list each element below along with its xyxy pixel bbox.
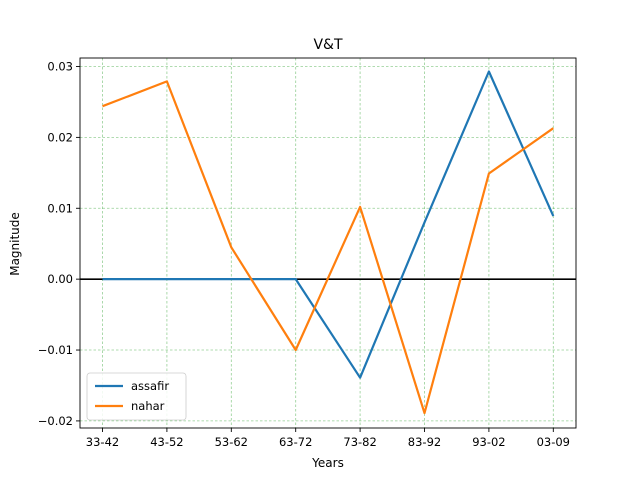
series-lines — [102, 70, 555, 415]
y-tick-label: 0.03 — [47, 60, 73, 74]
series-line-assafir — [102, 70, 555, 379]
x-axis-label: Years — [311, 456, 344, 470]
legend: assafir nahar — [86, 372, 187, 421]
x-tick-label: 63-72 — [279, 435, 312, 449]
y-tick-label: −0.01 — [38, 343, 73, 357]
y-axis-label: Magnitude — [8, 212, 22, 276]
x-tick-label: 93-02 — [472, 435, 505, 449]
x-tick-label: 43-52 — [150, 435, 183, 449]
legend-label-nahar: nahar — [131, 399, 165, 413]
legend-label-assafir: assafir — [131, 379, 169, 393]
legend-box — [86, 372, 187, 421]
x-tick-label: 83-92 — [408, 435, 441, 449]
x-tick-label: 53-62 — [215, 435, 248, 449]
y-tick-label: 0.01 — [47, 201, 73, 215]
y-tick-label: −0.02 — [38, 414, 73, 428]
y-tick-label: 0.02 — [47, 130, 73, 144]
x-axis-ticks: 33-42 43-52 53-62 63-72 73-82 83-92 93-02 03-09 — [86, 428, 570, 449]
y-tick-label: 0.00 — [47, 272, 73, 286]
x-tick-label: 73-82 — [343, 435, 376, 449]
plot-frame — [79, 57, 577, 429]
series-line-nahar — [102, 80, 554, 415]
x-tick-label: 03-09 — [537, 435, 570, 449]
y-axis-ticks: −0.02 −0.01 0.00 0.01 0.02 0.03 — [38, 60, 80, 428]
x-tick-label: 33-42 — [86, 435, 119, 449]
chart-title: V&T — [313, 37, 342, 53]
